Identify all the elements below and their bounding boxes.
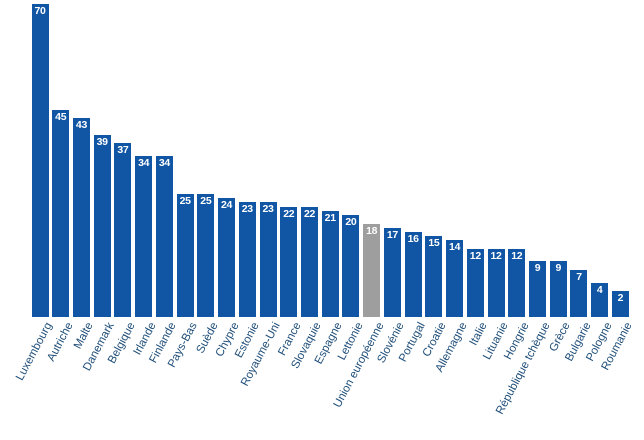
bar-hongrie: 12 [508, 248, 526, 317]
bar-lituanie: 12 [487, 248, 505, 317]
bar-value-label: 18 [366, 224, 378, 237]
bar-value-label: 23 [262, 203, 274, 216]
bar-grece: 9 [549, 261, 567, 317]
bar-value-label: 43 [75, 119, 87, 132]
bar-value-label: 37 [117, 144, 129, 157]
bar-royaume-uni: 23 [259, 202, 277, 317]
bar-italie: 12 [466, 248, 484, 317]
bar-value-label: 34 [138, 157, 150, 170]
bar-croatie: 15 [425, 236, 443, 317]
bar-value-label: 9 [534, 262, 541, 275]
bar-chypre: 24 [218, 198, 236, 317]
bar-value-label: 17 [386, 228, 398, 241]
bar-value-label: 34 [158, 157, 170, 170]
bar-value-label: 25 [179, 195, 191, 207]
bar-value-label: 24 [221, 199, 233, 212]
bar-value-label: 22 [283, 207, 295, 220]
bar-value-label: 9 [555, 262, 562, 275]
bar-value-label: 12 [490, 249, 502, 262]
bar-roumanie: 2 [611, 290, 629, 317]
bar-value-label: 2 [617, 291, 624, 304]
bar-espagne: 21 [321, 210, 339, 317]
bar-belgique: 37 [114, 143, 132, 317]
bar-value-label: 39 [96, 135, 108, 148]
bar-union-europeenne: 18 [363, 223, 381, 317]
bar-danemark: 39 [93, 134, 111, 317]
bar-value-label: 15 [428, 237, 440, 250]
bar-value-label: 16 [407, 232, 419, 245]
bar-suede: 25 [197, 194, 215, 317]
bar-pays-bas: 25 [176, 194, 194, 317]
bar-value-label: 70 [34, 5, 46, 18]
bar-france: 22 [280, 206, 298, 317]
bar-lettonie: 20 [342, 215, 360, 317]
bar-autriche: 45 [52, 109, 70, 317]
bar-value-label: 14 [449, 241, 461, 254]
bar-value-label: 45 [55, 110, 67, 123]
bar-value-label: 25 [200, 195, 212, 207]
bar-republique-tcheque: 9 [529, 261, 547, 317]
bar-bulgarie: 7 [570, 269, 588, 317]
bar-allemagne: 14 [446, 240, 464, 317]
bar-value-label: 22 [303, 207, 316, 220]
bar-value-label: 7 [576, 270, 582, 283]
bar-value-label: 4 [596, 283, 603, 296]
bar-portugal: 16 [404, 231, 422, 317]
bar-slovaquie: 22 [300, 206, 318, 317]
bar-value-label: 20 [345, 216, 357, 229]
bar-value-label: 12 [511, 249, 523, 262]
bar-value-label: 12 [469, 249, 481, 262]
bar-value-label: 21 [324, 211, 336, 224]
bar-estonie: 23 [238, 202, 256, 317]
bar-slovenie: 17 [383, 227, 401, 317]
bar-finlande: 34 [155, 156, 173, 317]
bar-malte: 43 [72, 118, 90, 317]
bar-value-label: 23 [241, 203, 253, 216]
bar-pologne: 4 [591, 282, 609, 317]
bar-irlande: 34 [135, 156, 153, 317]
bar-luxembourg: 70 [31, 4, 49, 317]
